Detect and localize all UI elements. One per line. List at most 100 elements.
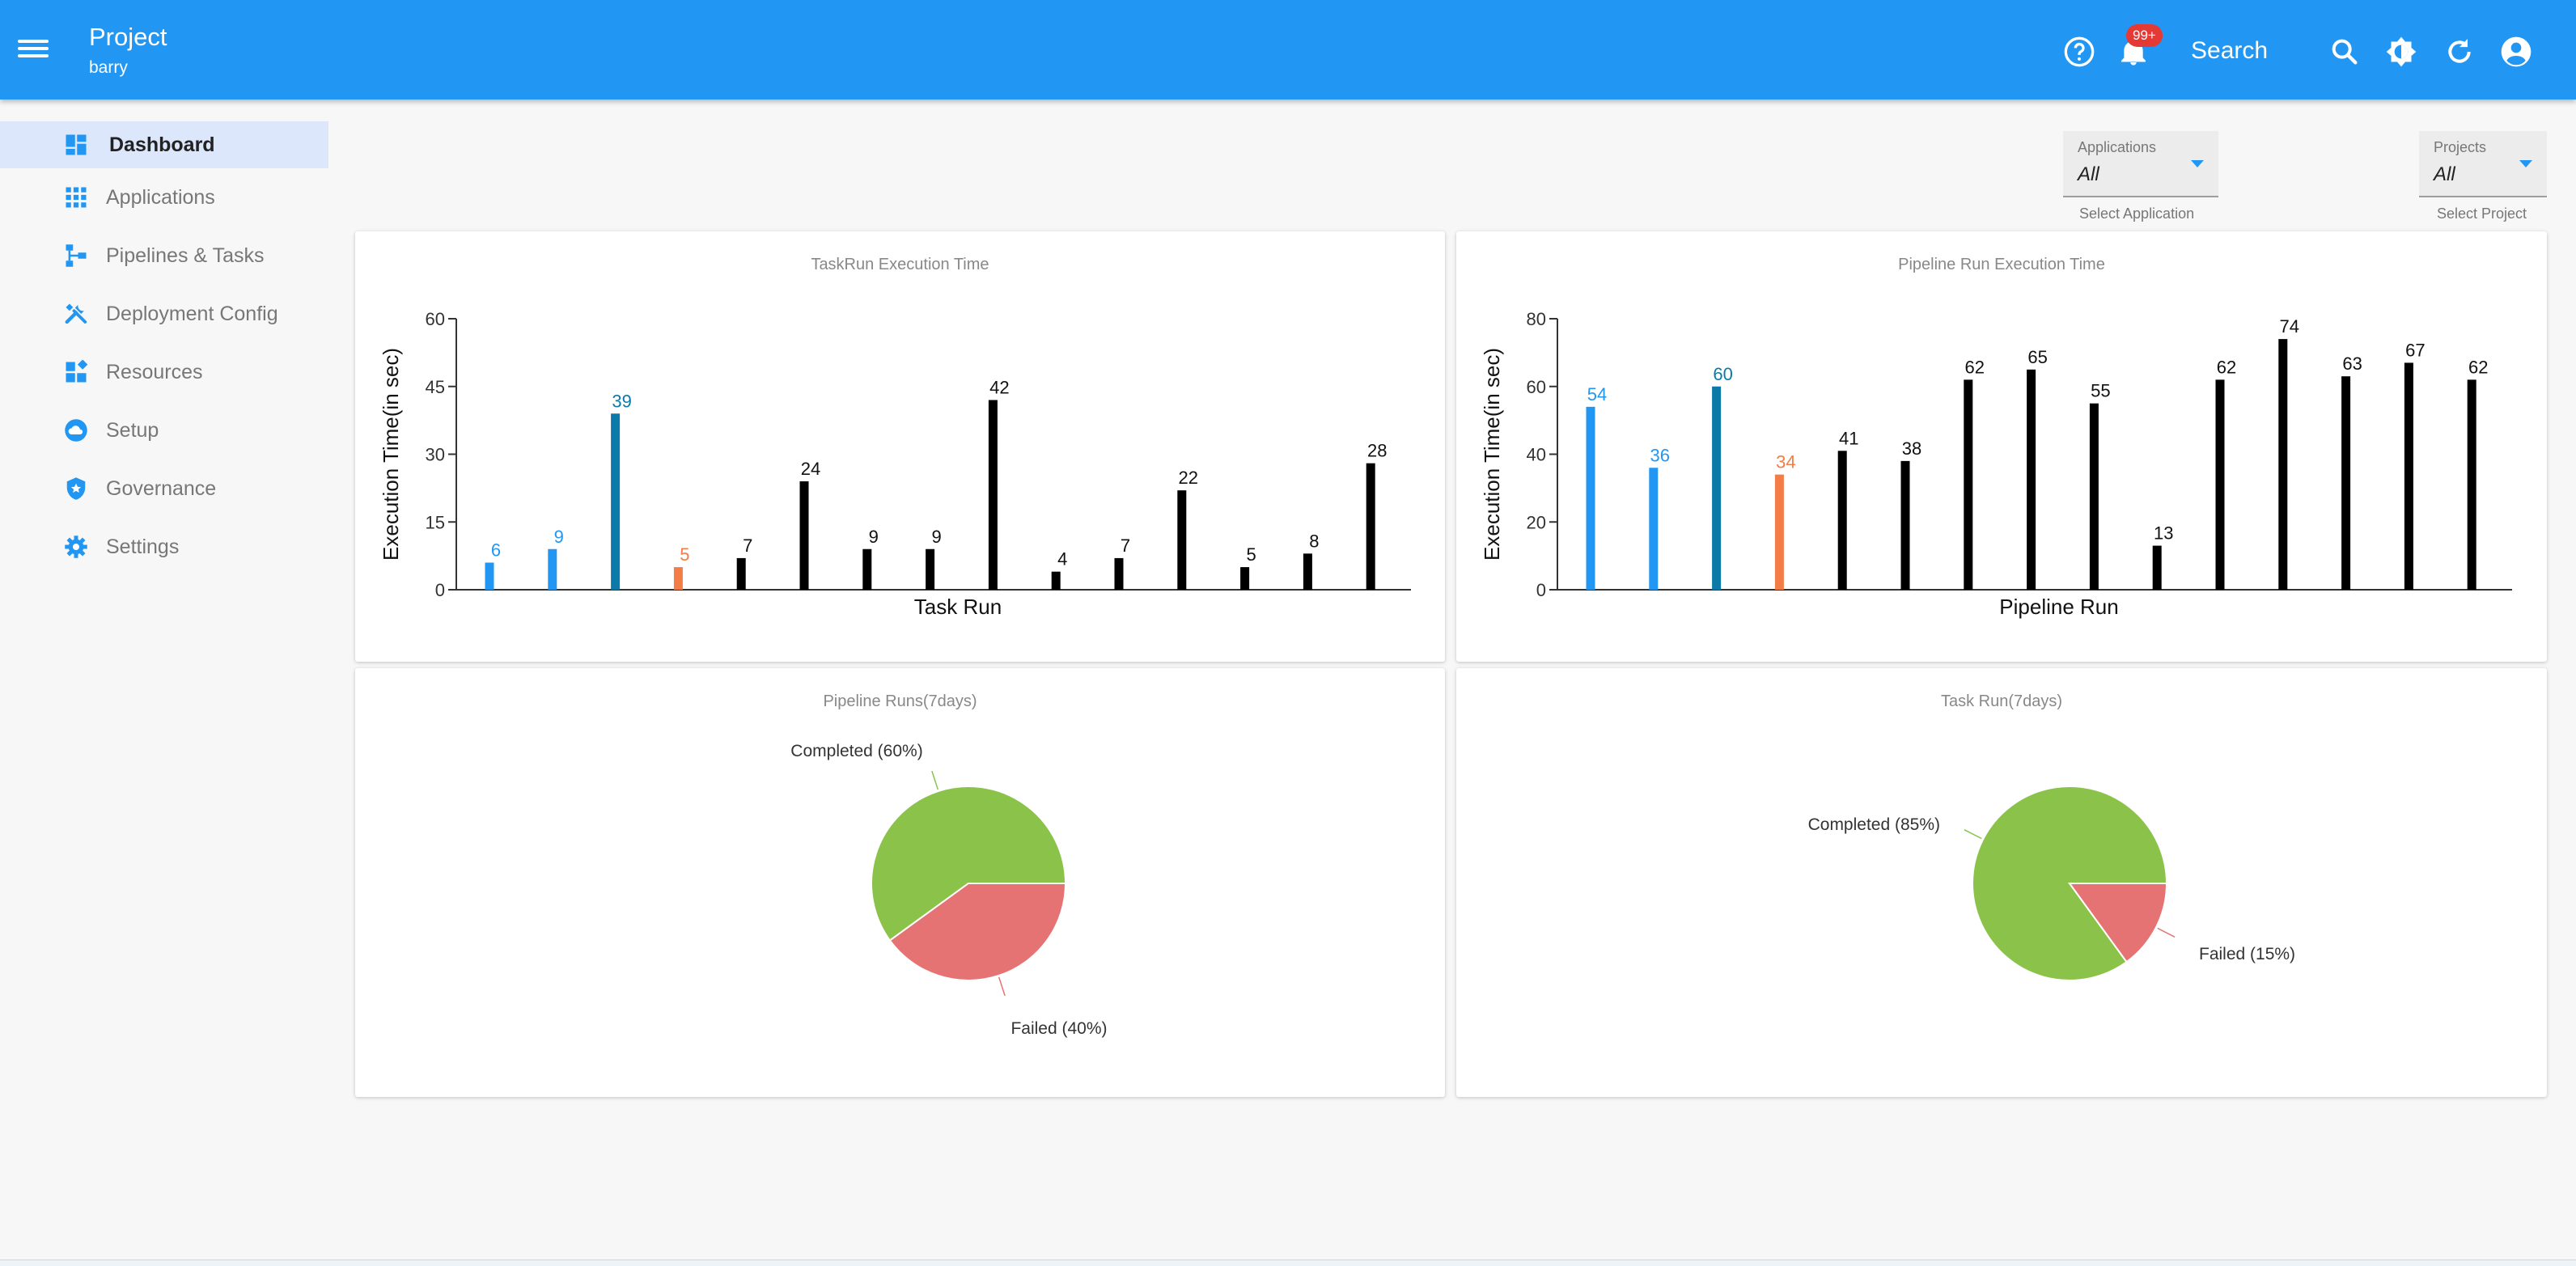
- x-axis-title: Task Run: [914, 595, 1002, 619]
- bar-data-label: 28: [1367, 441, 1387, 461]
- bar: [1964, 379, 1973, 590]
- projects-select-value: All: [2434, 163, 2455, 185]
- sidebar-item-label: Pipelines & Tasks: [106, 243, 265, 267]
- tools-icon: [65, 303, 87, 324]
- bar: [926, 548, 935, 590]
- y-axis-title: Execution Time(in sec): [379, 348, 403, 561]
- bar-data-label: 62: [2468, 357, 2488, 377]
- bar-data-label: 9: [554, 527, 564, 547]
- bar-data-label: 9: [931, 527, 941, 547]
- y-tick-label: 60: [1527, 377, 1546, 397]
- bar-data-label: 9: [869, 527, 879, 547]
- applications-select-label: Applications: [2078, 139, 2157, 155]
- bar: [2278, 339, 2288, 590]
- bar: [1303, 553, 1312, 590]
- bar: [485, 562, 494, 590]
- search-icon[interactable]: [2328, 36, 2361, 68]
- sidebar-nav: Dashboard Applications Pipelines & Tasks: [0, 121, 328, 576]
- theme-brightness-icon[interactable]: [2385, 36, 2417, 68]
- bar: [2152, 545, 2162, 590]
- sidebar-item-governance[interactable]: Governance: [0, 459, 328, 518]
- pie-slice-label: Completed (60%): [790, 742, 922, 760]
- task-run-pie-chart: Completed (85%) Failed (15%): [1808, 785, 2295, 981]
- project-subtitle: barry: [89, 58, 128, 77]
- search-label[interactable]: Search: [2191, 37, 2269, 64]
- shield-icon: [66, 477, 86, 500]
- bar: [673, 567, 683, 590]
- y-tick-label: 80: [1527, 309, 1546, 329]
- pie-slice-label: Failed (15%): [2199, 945, 2295, 963]
- bar-data-label: 22: [1179, 468, 1198, 488]
- bar: [1586, 406, 1595, 590]
- sidebar-item-label: Settings: [106, 535, 180, 558]
- sidebar-item-resources[interactable]: Resources: [0, 343, 328, 401]
- task-run-7days-card: Task Run(7days) Completed (85%) Failed (1…: [1456, 668, 2547, 1097]
- bar: [2404, 362, 2413, 590]
- menu-icon[interactable]: [18, 36, 49, 65]
- bar-data-label: 62: [1965, 357, 1985, 377]
- notification-badge: 99+: [2126, 24, 2163, 47]
- y-tick-label: 45: [426, 377, 445, 397]
- applications-select[interactable]: Applications All: [2063, 131, 2218, 197]
- bar: [799, 481, 809, 590]
- bar: [2341, 376, 2351, 590]
- help-icon[interactable]: [2063, 36, 2095, 68]
- cloud-icon: [65, 419, 87, 442]
- bar: [2027, 369, 2036, 590]
- account-circle-icon[interactable]: [2500, 36, 2532, 68]
- bar-data-label: 13: [2154, 523, 2173, 544]
- bar-data-label: 42: [989, 378, 1009, 398]
- bar-data-label: 54: [1587, 384, 1607, 404]
- pie-leader-line: [931, 770, 939, 790]
- sidebar-item-settings[interactable]: Settings: [0, 518, 328, 576]
- pipeline-runs-7days-card: Pipeline Runs(7days) Completed (60%) Fail…: [355, 668, 1445, 1097]
- sidebar-item-setup[interactable]: Setup: [0, 401, 328, 459]
- chart-title: Pipeline Runs(7days): [823, 692, 977, 710]
- sidebar-item-label: Dashboard: [109, 133, 215, 156]
- bar-data-label: 36: [1650, 445, 1670, 465]
- bar-data-label: 4: [1057, 549, 1067, 569]
- sidebar-item-pipelines-tasks[interactable]: Pipelines & Tasks: [0, 227, 328, 285]
- bar-data-label: 62: [2217, 357, 2236, 377]
- bar: [1177, 490, 1187, 590]
- bar: [1649, 468, 1659, 590]
- sidebar-item-label: Applications: [106, 185, 215, 209]
- bar: [862, 548, 872, 590]
- bar-data-label: 5: [1246, 544, 1256, 565]
- bar: [988, 400, 998, 590]
- bar-data-label: 7: [1121, 536, 1130, 556]
- applications-select-value: All: [2078, 163, 2099, 185]
- y-tick-label: 0: [1536, 580, 1546, 600]
- sidebar-item-deployment-config[interactable]: Deployment Config: [0, 285, 328, 343]
- bar-data-label: 65: [2027, 347, 2047, 367]
- bar: [1051, 571, 1061, 590]
- bar: [1114, 557, 1124, 590]
- sidebar-item-applications[interactable]: Applications: [0, 168, 328, 227]
- dashboard-icon: [66, 134, 87, 155]
- bar: [1712, 386, 1722, 590]
- projects-helper-text: Select Project: [2437, 205, 2527, 222]
- projects-select[interactable]: Projects All: [2419, 131, 2547, 197]
- dropdown-caret-icon: [2191, 160, 2204, 167]
- bar-data-label: 74: [2280, 316, 2299, 337]
- chart-title: Task Run(7days): [1940, 692, 2063, 710]
- pie-slice-completed: [871, 785, 1067, 942]
- pie-slice-failed: [888, 883, 1067, 981]
- y-tick-label: 0: [435, 580, 445, 600]
- x-axis-title: Pipeline Run: [1999, 595, 2118, 619]
- sidebar-item-dashboard[interactable]: Dashboard: [0, 121, 328, 168]
- bar: [548, 548, 557, 590]
- bar-data-label: 24: [801, 459, 820, 479]
- bar-data-label: 8: [1309, 531, 1319, 551]
- y-tick-label: 40: [1527, 445, 1546, 465]
- y-tick-label: 20: [1527, 512, 1546, 532]
- bar: [611, 413, 621, 590]
- pie-slice-label: Failed (40%): [1010, 1019, 1107, 1038]
- bar-data-label: 7: [743, 536, 752, 556]
- bar-data-label: 38: [1902, 438, 1921, 459]
- pie-leader-line: [998, 976, 1006, 997]
- taskrun-execution-time-card: TaskRun Execution Time 0 15 30 45 60 Executio…: [355, 231, 1445, 662]
- bar-data-label: 41: [1839, 428, 1858, 448]
- projects-select-label: Projects: [2434, 139, 2487, 155]
- refresh-icon[interactable]: [2443, 36, 2476, 68]
